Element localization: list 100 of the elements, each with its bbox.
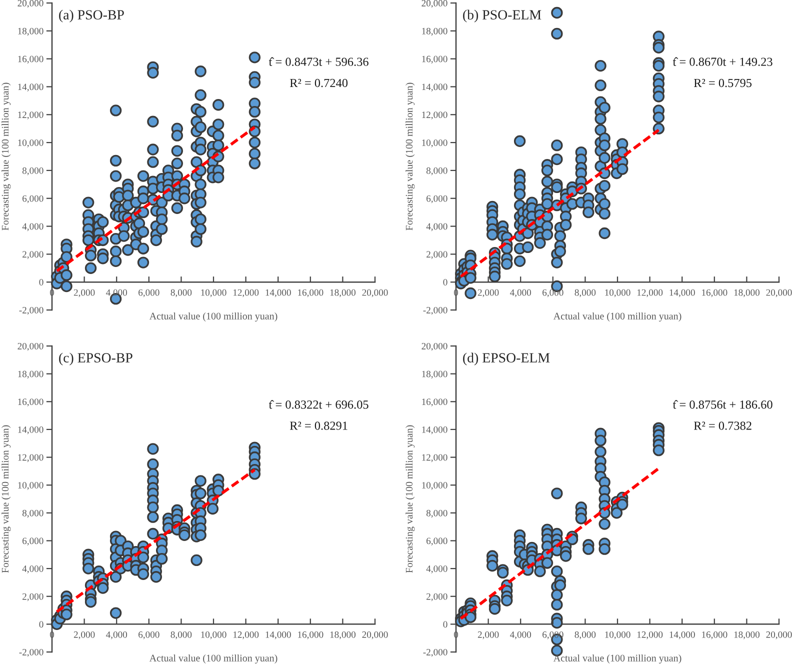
x-tick-label: 20,000 [766,631,792,640]
x-tick-label: 20,000 [766,289,792,298]
y-tick-label: 14,000 [422,84,448,92]
y-tick-label: 14,000 [422,426,448,434]
chart-title: (c) EPSO-BP [59,352,132,366]
x-tick-label: 6,000 [138,289,160,298]
y-tick-label: 20,000 [422,0,448,8]
x-tick-label: 16,000 [298,289,324,298]
y-tick-label: 20,000 [422,342,448,351]
x-tick-label: 2,000 [478,631,499,640]
y-tick-label: 18,000 [18,28,44,36]
x-tick-label: 4,000 [106,289,128,298]
y-axis-title: Forecasting value (100 million yuan) [2,82,11,230]
y-tick-label: 10,000 [18,482,44,490]
x-tick-label: 4,000 [510,631,532,640]
x-tick-label: 12,000 [637,289,663,298]
y-tick-label: 6,000 [22,195,44,204]
annotation: R² = 0.7240 [290,78,348,88]
x-tick-label: 6,000 [542,289,564,298]
y-axis-title: Forecasting value (100 million yuan) [406,82,415,230]
y-axis-title: Forecasting value (100 million yuan) [406,425,415,573]
annotation: R² = 0.7382 [694,422,752,430]
x-axis-title: Actual value (100 million yuan) [553,654,682,664]
y-tick-label: 2,000 [22,593,44,602]
annotation: t̂ = 0.8756t + 186.60 [672,400,772,409]
x-tick-label: 14,000 [266,631,291,640]
y-tick-label: 6,000 [426,538,448,546]
y-tick-label: -2,000 [19,648,44,657]
y-tick-label: -2,000 [423,306,448,315]
annotation: R² = 0.8291 [290,422,348,430]
y-tick-label: 20,000 [18,0,44,8]
x-tick-label: 10,000 [201,289,226,298]
y-tick-label: 4,000 [22,223,44,232]
y-tick-label: 12,000 [422,454,448,462]
x-tick-label: 4,000 [510,289,532,298]
y-tick-label: -2,000 [19,306,44,315]
y-tick-label: 8,000 [426,510,448,518]
y-tick-label: 6,000 [22,538,44,546]
y-tick-label: 12,000 [18,454,44,462]
y-tick-label: 4,000 [426,565,448,574]
y-tick-label: 2,000 [22,251,44,259]
y-tick-label: 2,000 [426,251,448,259]
chart-title: (d) EPSO-ELM [463,352,550,366]
x-tick-label: 16,000 [702,631,728,640]
x-tick-label: 8,000 [170,631,192,640]
y-tick-label: 16,000 [18,56,44,64]
x-tick-label: 14,000 [266,289,291,298]
x-axis-title: Actual value (100 million yuan) [553,312,682,322]
y-tick-label: 20,000 [18,342,44,351]
y-tick-label: 0 [443,621,448,628]
x-tick-label: 6,000 [138,631,160,640]
x-tick-label: 18,000 [734,289,760,298]
y-tick-label: -2,000 [423,648,448,657]
x-tick-label: 4,000 [106,631,128,640]
y-tick-label: 2,000 [426,593,448,602]
x-tick-label: 8,000 [574,631,596,640]
y-tick-label: 0 [39,279,44,286]
y-tick-label: 12,000 [18,112,44,120]
y-tick-label: 0 [443,279,448,286]
y-tick-label: 8,000 [22,167,44,176]
x-tick-label: 2,000 [74,631,95,640]
y-tick-label: 16,000 [18,398,44,406]
annotation: t̂ = 0.8670t + 149.23 [672,57,772,66]
y-tick-label: 10,000 [422,482,448,490]
x-axis-title: Actual value (100 million yuan) [149,312,278,322]
y-tick-label: 10,000 [422,140,448,148]
x-tick-label: 2,000 [478,289,499,298]
x-tick-label: 8,000 [170,289,192,298]
x-tick-label: 18,000 [330,631,356,640]
x-tick-label: 16,000 [702,289,728,298]
x-tick-label: 10,000 [605,631,630,640]
annotation: t̂ = 0.8473t + 596.36 [268,57,368,66]
y-tick-label: 18,000 [422,370,448,379]
x-tick-label: 14,000 [670,631,695,640]
chart-title: (b) PSO-ELM [463,10,542,22]
y-tick-label: 16,000 [422,56,448,64]
y-tick-label: 18,000 [422,28,448,36]
y-tick-label: 0 [39,621,44,628]
x-tick-label: 8,000 [574,289,596,298]
x-tick-label: 14,000 [670,289,695,298]
y-axis-title: Forecasting value (100 million yuan) [2,425,11,573]
y-tick-label: 14,000 [18,84,44,92]
x-tick-label: 12,000 [233,631,259,640]
x-tick-label: 2,000 [74,289,95,298]
annotation: R² = 0.5795 [694,78,752,88]
x-axis-title: Actual value (100 million yuan) [149,654,278,664]
x-tick-label: 12,000 [637,631,663,640]
x-tick-label: 10,000 [605,289,630,298]
annotation: t̂ = 0.8322t + 696.05 [268,400,368,409]
x-tick-label: 20,000 [362,289,388,298]
chart-title: (a) PSO-BP [59,10,124,22]
y-tick-label: 6,000 [426,195,448,204]
y-tick-label: 8,000 [426,167,448,176]
y-tick-label: 4,000 [22,565,44,574]
y-tick-label: 12,000 [422,112,448,120]
x-tick-label: 20,000 [362,631,388,640]
x-tick-label: 18,000 [330,289,356,298]
y-tick-label: 8,000 [22,510,44,518]
x-tick-label: 18,000 [734,631,760,640]
y-tick-label: 16,000 [422,398,448,406]
